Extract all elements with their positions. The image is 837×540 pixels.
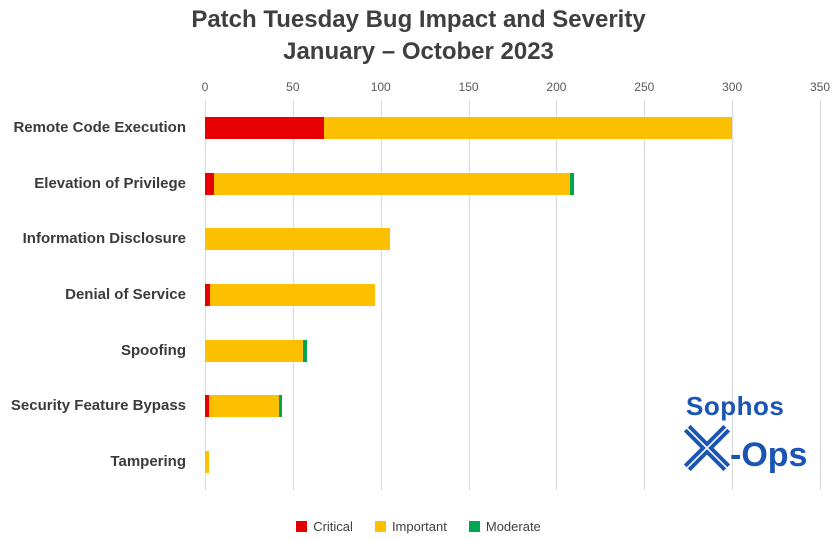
gridline-200 [556,100,558,490]
bar-segment-moderate [278,395,283,418]
x-tick-label-300: 300 [722,80,743,94]
bar-segment-important [210,284,376,306]
legend-swatch-important [374,521,386,532]
category-label-spoofing: Spoofing [121,341,186,359]
category-label-remote-code-execution: Remote Code Execution [13,118,186,136]
category-label-tampering: Tampering [110,453,186,471]
chart-title-line2: January – October 2023 [283,38,554,65]
chart-title-line1: Patch Tuesday Bug Impact and Severity [191,6,646,33]
legend-item-moderate: Moderate [468,519,541,534]
bar-row-information-disclosure [205,228,390,251]
gridline-100 [380,100,382,490]
bar-row-elevation-of-privilege [205,172,574,195]
gridline-150 [468,100,470,490]
x-tick-label-150: 150 [458,80,479,94]
x-tick-label-100: 100 [370,80,391,94]
category-label-elevation-of-privilege: Elevation of Privilege [34,174,186,192]
legend-swatch-critical [296,521,308,532]
y-axis-labels: Remote Code Execution Elevation of Privil… [0,100,196,490]
gridline-300 [732,100,734,490]
legend-item-important: Important [374,519,447,534]
bar-segment-important [205,228,390,251]
bar-row-remote-code-execution [205,116,733,139]
bar-segment-critical [205,395,209,418]
bar-row-spoofing [205,339,307,362]
category-label-security-feature-bypass: Security Feature Bypass [10,397,186,415]
x-tick-label-50: 50 [286,80,300,94]
category-label-information-disclosure: Information Disclosure [22,230,186,248]
bar-row-security-feature-bypass [205,395,283,418]
x-tick-label-200: 200 [546,80,567,94]
bar-segment-important [213,172,571,195]
sophos-xops-logo: Sophos -Ops [682,392,822,474]
bar-segment-important [205,339,304,362]
legend-label-critical: Critical [313,519,353,534]
legend-label-important: Important [391,519,447,534]
x-axis-ticks: 0 50 100 150 200 250 300 350 [201,80,830,96]
chart-legend: Critical Important Moderate [0,519,837,534]
legend-swatch-moderate [468,521,480,532]
x-ops-x-icon [683,424,731,472]
bar-row-tampering [205,451,209,474]
xops-wordmark: -Ops [682,422,822,474]
gridline-250 [644,100,646,490]
plot-area [205,100,821,490]
x-tick-label-350: 350 [809,80,831,94]
gridline-350 [820,100,821,490]
bar-segment-critical [205,116,325,139]
bar-segment-moderate [570,172,574,195]
bar-segment-moderate [303,339,307,362]
bar-segment-important [205,451,209,474]
legend-item-critical: Critical [296,519,353,534]
x-tick-label-250: 250 [634,80,655,94]
x-tick-label-0: 0 [201,80,209,94]
bar-segment-important [324,116,733,139]
legend-label-moderate: Moderate [485,519,541,534]
bar-segment-critical [205,172,214,195]
bar-segment-critical [205,284,211,306]
sophos-wordmark: Sophos [686,391,785,421]
ops-text: -Ops [730,436,808,474]
category-label-denial-of-service: Denial of Service [65,286,186,303]
bar-row-denial-of-service [205,284,376,306]
chart-title: Patch Tuesday Bug Impact and Severity Ja… [0,4,837,68]
bar-segment-important [208,395,279,418]
